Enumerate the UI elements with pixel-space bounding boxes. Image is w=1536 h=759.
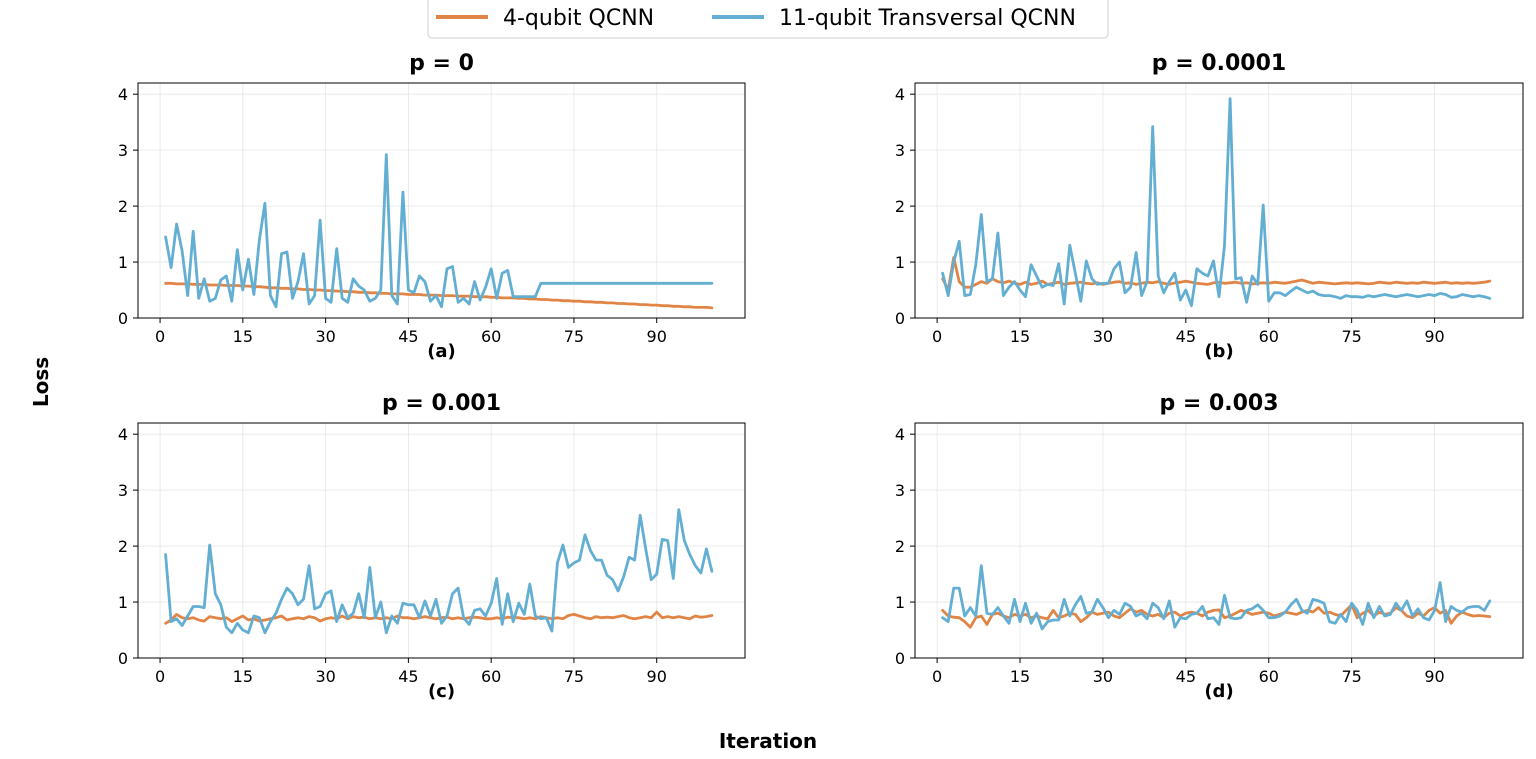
xtick-label-b: 15 — [1010, 327, 1030, 346]
axes-frame-d — [914, 422, 1524, 659]
series-4-qubit-line-a — [164, 281, 714, 310]
legend-frame — [427, 0, 1109, 39]
xtick-label-c: 60 — [481, 667, 501, 686]
ytick-label-c: 2 — [118, 537, 128, 556]
panel-label-a: (a) — [427, 341, 456, 362]
xtick-label-d: 90 — [1424, 667, 1444, 686]
ytick-label-c: 4 — [118, 425, 128, 444]
ytick-label-b: 0 — [895, 309, 905, 328]
xtick-label-b: 90 — [1424, 327, 1444, 346]
ytick-label-a: 4 — [118, 85, 128, 104]
series-11-qubit-line-a — [164, 153, 714, 309]
xtick-label-c: 75 — [564, 667, 584, 686]
axes-frame-c — [137, 422, 746, 659]
ytick-label-a: 1 — [118, 253, 128, 272]
panel-c: 0 15 30 45 60 75 90 0 1 2 3 4 p = 0.001 (c) — [118, 391, 746, 702]
ytick-label-d: 3 — [895, 481, 905, 500]
ytick-label-d: 2 — [895, 537, 905, 556]
ytick-label-c: 1 — [118, 593, 128, 612]
xtick-label-d: 0 — [932, 667, 942, 686]
xtick-label-d: 45 — [1176, 667, 1196, 686]
panel-title-d: p = 0.003 — [1159, 391, 1278, 416]
xtick-label-c: 15 — [233, 667, 253, 686]
figure-xlabel: Iteration — [719, 729, 817, 753]
xtick-label-b: 60 — [1259, 327, 1279, 346]
xtick-label-b: 0 — [932, 327, 942, 346]
ytick-label-d: 0 — [895, 649, 905, 668]
figure-ylabel: Loss — [29, 357, 53, 407]
xtick-label-d: 75 — [1341, 667, 1361, 686]
panel-a: 0 15 30 45 60 75 90 0 1 2 3 4 p = 0 (a) — [118, 51, 746, 362]
panel-label-d: (d) — [1204, 681, 1233, 702]
ytick-label-d: 4 — [895, 425, 905, 444]
xtick-label-c: 90 — [647, 667, 667, 686]
xtick-label-b: 30 — [1093, 327, 1113, 346]
xtick-label-a: 0 — [155, 327, 165, 346]
series-11-qubit-line-b — [941, 97, 1492, 308]
xtick-label-b: 75 — [1341, 327, 1361, 346]
ytick-label-b: 2 — [895, 197, 905, 216]
panel-d: 0 15 30 45 60 75 90 0 1 2 3 4 p = 0.003 (d) — [895, 391, 1524, 702]
axes-frame-b — [914, 82, 1524, 319]
xtick-label-a: 15 — [233, 327, 253, 346]
axes-frame-a — [137, 82, 746, 319]
ytick-label-b: 3 — [895, 141, 905, 160]
series-11-qubit-line-c — [164, 508, 714, 635]
xtick-label-a: 90 — [647, 327, 667, 346]
xtick-label-a: 75 — [564, 327, 584, 346]
ytick-label-d: 1 — [895, 593, 905, 612]
xtick-label-c: 45 — [398, 667, 418, 686]
series-11-qubit-line-d — [941, 564, 1492, 631]
ytick-label-b: 1 — [895, 253, 905, 272]
xtick-label-c: 30 — [315, 667, 335, 686]
ytick-label-a: 3 — [118, 141, 128, 160]
series-4-qubit-line-c — [164, 610, 714, 625]
panel-label-b: (b) — [1204, 341, 1233, 362]
ytick-label-a: 0 — [118, 309, 128, 328]
xtick-label-a: 45 — [398, 327, 418, 346]
xtick-label-d: 15 — [1010, 667, 1030, 686]
ytick-label-b: 4 — [895, 85, 905, 104]
panel-title-a: p = 0 — [409, 51, 474, 76]
xtick-label-d: 30 — [1093, 667, 1113, 686]
xtick-label-c: 0 — [155, 667, 165, 686]
ytick-label-c: 3 — [118, 481, 128, 500]
ytick-label-c: 0 — [118, 649, 128, 668]
xtick-label-d: 60 — [1259, 667, 1279, 686]
ytick-label-a: 2 — [118, 197, 128, 216]
xtick-label-a: 30 — [315, 327, 335, 346]
panel-b: 0 15 30 45 60 75 90 0 1 2 3 4 p = 0.0001 (b) — [895, 51, 1524, 362]
panel-title-c: p = 0.001 — [382, 391, 501, 416]
legend-label-11-qubit: 11-qubit Transversal QCNN — [779, 6, 1076, 31]
xtick-label-a: 60 — [481, 327, 501, 346]
xtick-label-b: 45 — [1176, 327, 1196, 346]
panel-title-b: p = 0.0001 — [1152, 51, 1286, 76]
legend-label-4-qubit: 4-qubit QCNN — [503, 6, 654, 31]
legend: 4-qubit QCNN 11-qubit Transversal QCNN — [427, 0, 1109, 39]
panel-label-c: (c) — [428, 681, 455, 702]
